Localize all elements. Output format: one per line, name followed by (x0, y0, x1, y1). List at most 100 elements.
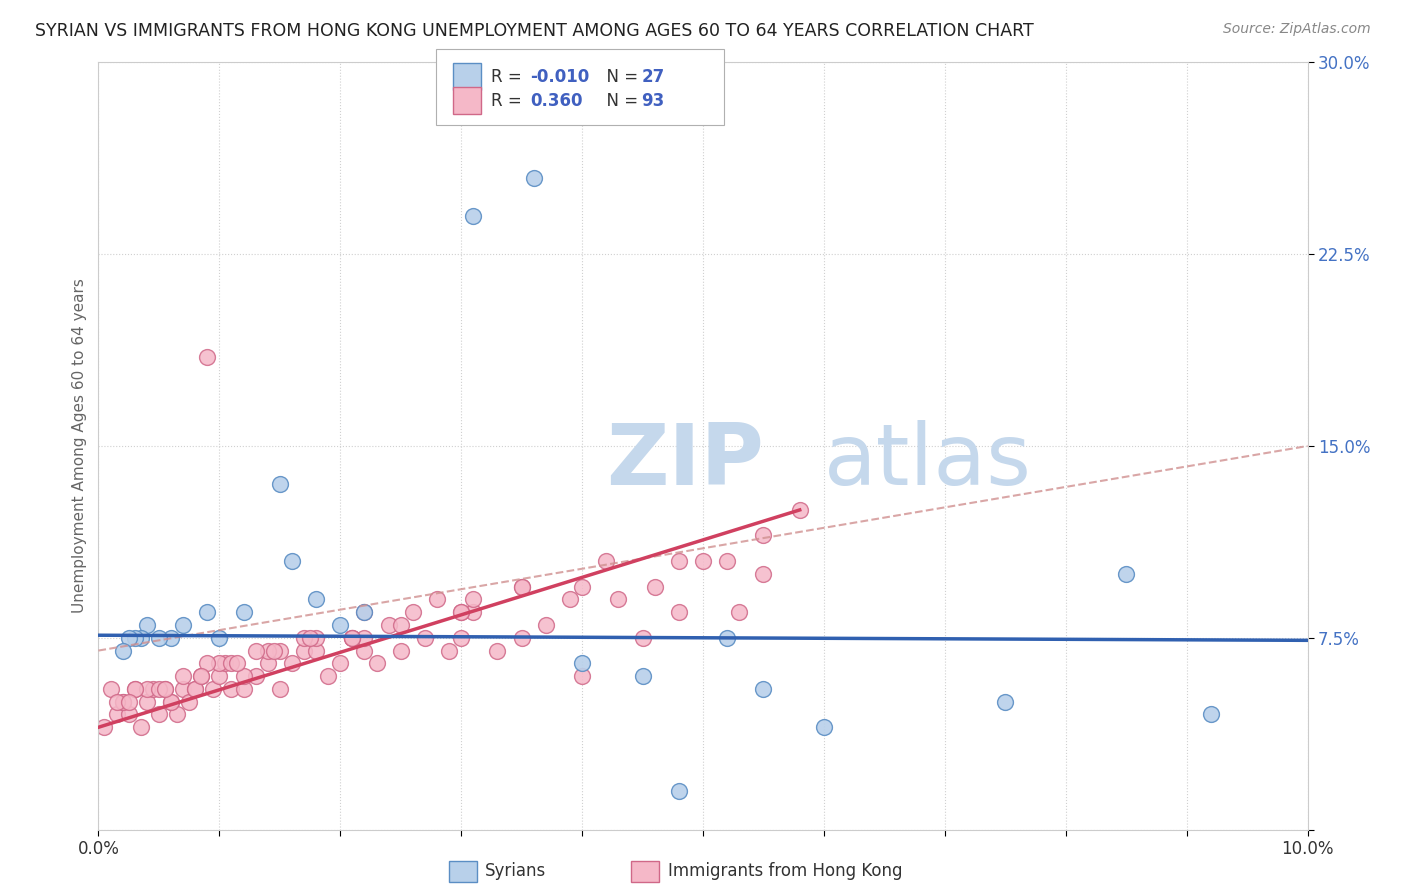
Point (195, 657, 218, 671)
Point (437, 643, 460, 657)
Point (342, 631, 364, 645)
Point (118, 631, 141, 645)
Text: atlas: atlas (824, 420, 1032, 503)
Point (179, 695, 201, 709)
Point (463, 605, 485, 619)
Text: 27: 27 (641, 68, 665, 86)
Point (269, 643, 291, 657)
Point (486, 643, 509, 657)
Point (281, 554, 304, 568)
Point (118, 695, 141, 709)
Point (221, 681, 243, 696)
Point (510, 631, 533, 645)
Point (450, 605, 472, 619)
Point (153, 681, 176, 696)
Point (232, 681, 254, 696)
Point (153, 681, 176, 696)
Point (571, 657, 593, 671)
Point (269, 681, 291, 696)
Point (184, 681, 207, 696)
Point (105, 707, 128, 722)
Point (510, 580, 533, 594)
Point (208, 669, 231, 683)
Text: R =: R = (491, 68, 527, 86)
Point (668, 784, 690, 798)
Point (595, 554, 617, 568)
Point (523, 170, 546, 185)
Point (118, 707, 141, 722)
Point (195, 605, 218, 619)
Text: Source: ZipAtlas.com: Source: ZipAtlas.com (1223, 22, 1371, 37)
Point (463, 592, 485, 607)
Point (190, 669, 212, 683)
Point (111, 695, 134, 709)
Point (148, 707, 170, 722)
Point (534, 618, 557, 632)
Point (644, 580, 666, 594)
Point (389, 643, 412, 657)
Point (281, 657, 304, 671)
Point (329, 657, 352, 671)
Point (190, 669, 212, 683)
Point (148, 681, 170, 696)
Point (269, 477, 291, 491)
Y-axis label: Unemployment Among Ages 60 to 64 years: Unemployment Among Ages 60 to 64 years (72, 278, 87, 614)
Point (195, 350, 218, 364)
Text: N =: N = (596, 92, 644, 110)
Point (342, 631, 364, 645)
Point (571, 580, 593, 594)
Point (316, 669, 339, 683)
Point (716, 631, 738, 645)
Point (160, 695, 183, 709)
Point (111, 643, 134, 657)
Point (142, 681, 165, 696)
Text: 93: 93 (641, 92, 665, 110)
Point (353, 631, 375, 645)
Point (353, 643, 375, 657)
Point (426, 592, 449, 607)
Point (607, 592, 630, 607)
Point (377, 618, 399, 632)
Text: Syrians: Syrians (485, 863, 547, 880)
Point (245, 643, 267, 657)
Point (232, 605, 254, 619)
Point (1115, 566, 1137, 581)
Point (226, 657, 249, 671)
Point (100, 681, 122, 696)
Point (450, 631, 472, 645)
Point (668, 605, 690, 619)
Point (299, 631, 322, 645)
Point (342, 631, 364, 645)
Point (752, 681, 775, 696)
Point (160, 631, 183, 645)
Point (232, 669, 254, 683)
Point (329, 618, 352, 632)
Point (256, 657, 278, 671)
Point (172, 618, 194, 632)
Text: SYRIAN VS IMMIGRANTS FROM HONG KONG UNEMPLOYMENT AMONG AGES 60 TO 64 YEARS CORRE: SYRIAN VS IMMIGRANTS FROM HONG KONG UNEM… (35, 22, 1033, 40)
Point (124, 631, 146, 645)
Point (129, 631, 152, 645)
Point (135, 681, 157, 696)
Point (245, 669, 267, 683)
Point (366, 657, 388, 671)
Point (292, 643, 315, 657)
Point (292, 631, 315, 645)
Point (728, 605, 751, 619)
Text: -0.010: -0.010 (530, 68, 589, 86)
Point (752, 566, 775, 581)
Point (463, 209, 485, 223)
Point (631, 631, 654, 645)
Point (202, 681, 225, 696)
Point (172, 681, 194, 696)
Point (172, 669, 194, 683)
Point (510, 580, 533, 594)
Point (668, 554, 690, 568)
Point (752, 528, 775, 542)
Point (93, 720, 115, 734)
Point (256, 643, 278, 657)
Point (353, 605, 375, 619)
Point (263, 643, 285, 657)
Point (305, 592, 328, 607)
Point (305, 631, 328, 645)
